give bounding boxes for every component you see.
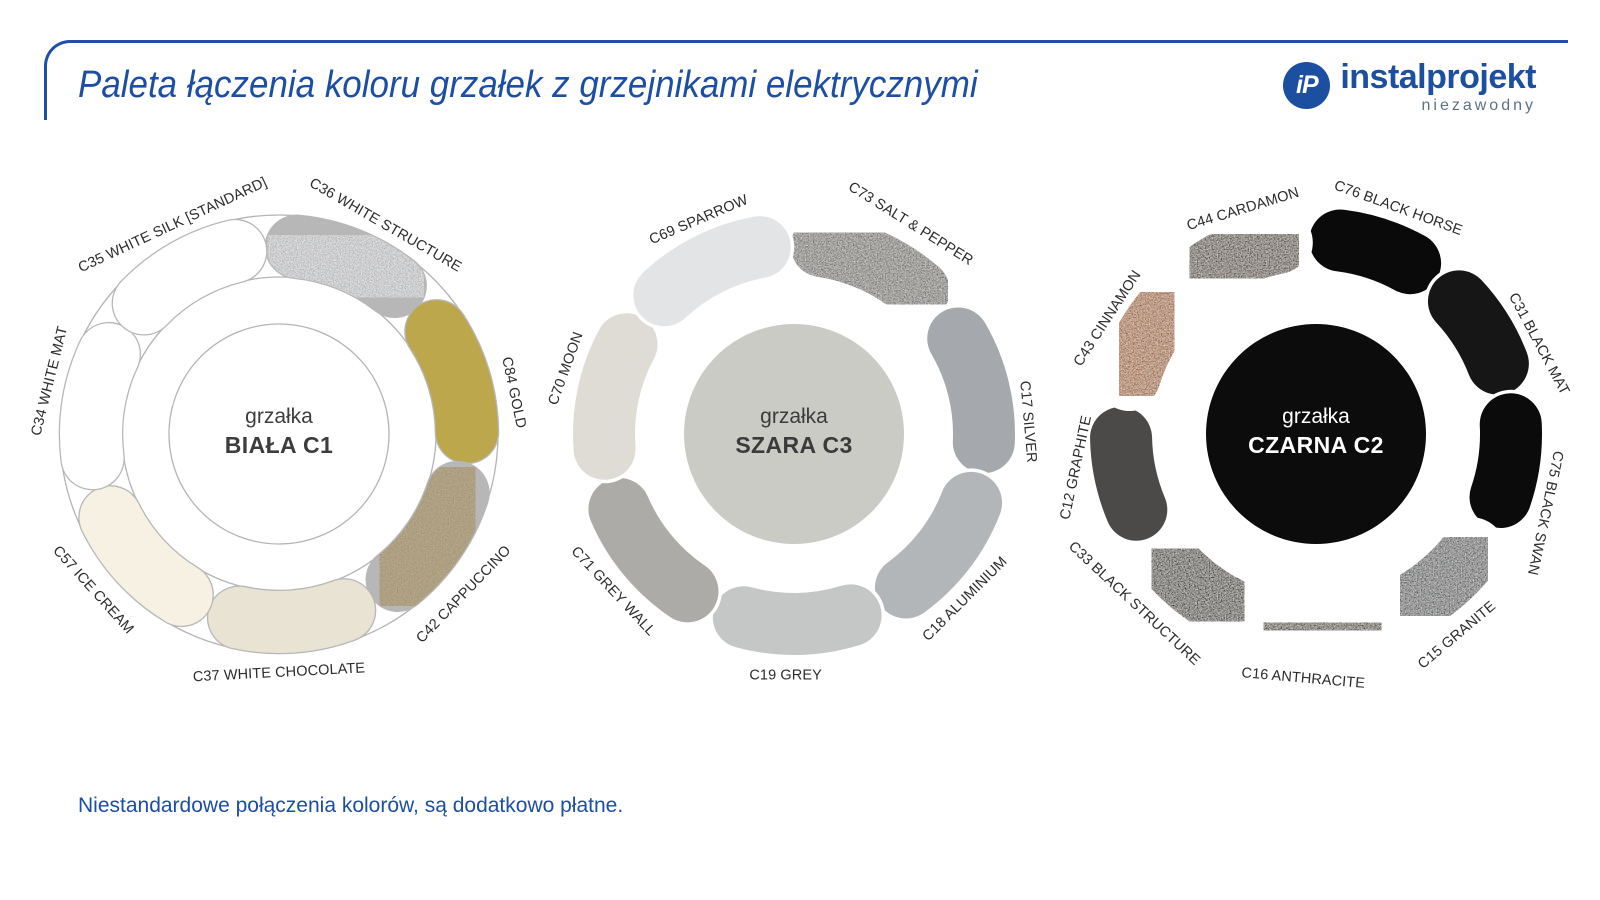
segment-C71 [588,477,719,623]
segment-C33 [1138,531,1259,639]
center-label-line1-szara-c3: grzałka [760,405,828,428]
segment-C19 [712,584,882,655]
segment-C76 [1309,209,1442,295]
segment-label-C84: C84 GOLD [498,356,529,430]
page-title-text: Paleta łączenia koloru grzałek z grzejni… [78,64,978,106]
header-accent-line [44,40,1568,120]
segment-label-C16: C16 ANTHRACITE [1241,665,1366,692]
center-disc-szara-c3 [684,324,904,544]
segment-label-C37: C37 WHITE CHOCOLATE [192,660,365,685]
segment-C31 [1427,270,1529,395]
center-label-line1-biala-c1: grzałka [245,405,313,428]
segment-C15 [1385,520,1503,632]
segment-C18 [874,471,1003,619]
center-label-line1-czarna-c2: grzałka [1282,405,1350,428]
center-label-line2-czarna-c2: CZARNA C2 [1248,432,1384,458]
segment-C16 [1254,593,1391,660]
footer-note: Niestandardowe połączenia kolorów, są do… [78,794,624,817]
logo-icon: iP [1283,62,1331,109]
segment-C84 [405,300,498,463]
segment-C73 [790,215,950,322]
brand-logo: iP instalprojekt niezawodny [1283,58,1536,115]
segment-C43 [1098,280,1196,408]
segment-C75 [1469,393,1542,529]
center-label-line2-biala-c1: BIAŁA C1 [225,432,333,458]
center-disc-czarna-c2 [1206,324,1426,544]
page-title: Paleta łączenia koloru grzałek z grzejni… [78,64,1056,107]
segment-C36 [265,215,426,317]
segment-C34 [60,323,140,490]
segment-label-C19: C19 GREY [749,668,822,684]
center-disc-biala-c1 [168,323,390,545]
brand-name: instalprojekt [1340,58,1536,96]
segment-C69 [633,216,791,327]
segment-label-C17: C17 SILVER [1016,380,1039,463]
center-label-line2-szara-c3: SZARA C3 [735,432,852,458]
segment-C35 [112,220,267,335]
segment-C42 [366,462,489,611]
brand-tagline: niezawodny [1421,96,1536,114]
segment-C37 [208,579,375,653]
logo-monogram: iP [1296,71,1319,99]
segment-C57 [79,486,213,626]
segment-C44 [1179,211,1310,302]
segment-C12 [1090,406,1168,541]
segment-C17 [927,307,1015,474]
logo-text: instalprojekt niezawodny [1340,58,1536,115]
segment-C70 [573,313,658,480]
